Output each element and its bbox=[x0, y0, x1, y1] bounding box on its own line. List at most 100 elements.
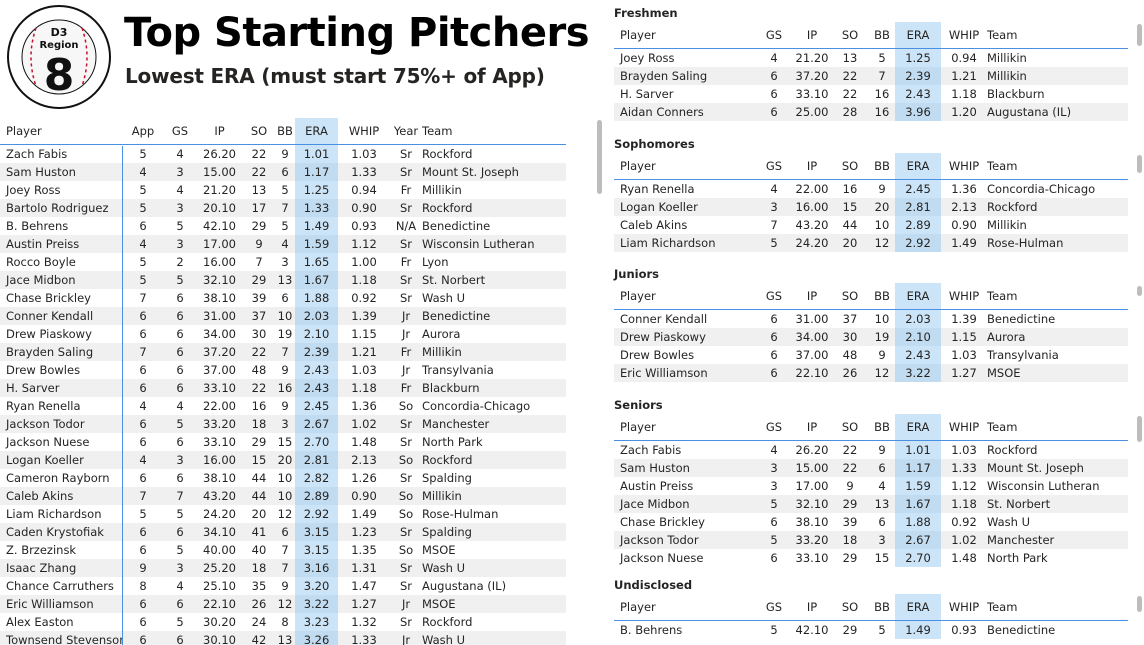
table-row[interactable]: Jackson Nuese 6 33.10 29 15 2.70 1.48 North Par… bbox=[614, 548, 1128, 567]
table-row[interactable]: H. Sarver 6 33.10 22 16 2.43 1.18 Blackburn bbox=[614, 84, 1128, 103]
table-row[interactable]: Chase Brickley 6 38.10 39 6 1.88 0.92 Wash U bbox=[614, 512, 1128, 531]
panel-table[interactable]: Player GS IP SO BB ERA WHIP Team Ryan Renella 4 22… bbox=[614, 153, 1128, 252]
column-header-so[interactable]: SO bbox=[841, 158, 859, 173]
column-header-bb[interactable]: BB bbox=[874, 27, 890, 42]
table-row[interactable]: Caleb Akins 7 43.20 44 10 2.89 0.90 Millikin bbox=[614, 215, 1128, 234]
table-row[interactable]: Logan Koeller 4 3 16.00 15 20 2.81 2.13 So Rockfo… bbox=[0, 450, 566, 469]
column-header-bb[interactable]: BB bbox=[874, 599, 890, 614]
table-row[interactable]: Sam Huston 3 15.00 22 6 1.17 1.33 Mount St. Jos… bbox=[614, 458, 1128, 477]
table-row[interactable]: Austin Preiss 4 3 17.00 9 4 1.59 1.12 Sr Wisconsi… bbox=[0, 234, 566, 253]
column-header-era[interactable]: ERA bbox=[895, 283, 941, 309]
table-row[interactable]: Chance Carruthers 8 4 25.10 35 9 3.20 1.47 Sr Aug… bbox=[0, 576, 566, 595]
table-row[interactable]: Eric Williamson 6 22.10 26 12 3.22 1.27 MSOE bbox=[614, 363, 1128, 382]
table-row[interactable]: Austin Preiss 3 17.00 9 4 1.59 1.12 Wisconsin L… bbox=[614, 476, 1128, 495]
column-header-whip[interactable]: WHIP bbox=[948, 599, 980, 614]
table-row[interactable]: Conner Kendall 6 31.00 37 10 2.03 1.39 Benedict… bbox=[614, 309, 1128, 328]
table-row[interactable]: Drew Bowles 6 6 37.00 48 9 2.43 1.03 Jr Transylva… bbox=[0, 360, 566, 379]
table-row[interactable]: Ryan Renella 4 4 22.00 16 9 2.45 1.36 So Concordi… bbox=[0, 396, 566, 415]
column-header-era[interactable]: ERA bbox=[895, 414, 941, 440]
table-row[interactable]: Caden Krystofiak 6 6 34.10 41 6 3.15 1.23 Sr Spal… bbox=[0, 522, 566, 541]
column-header-player[interactable]: Player bbox=[620, 158, 656, 173]
main-pitchers-table[interactable]: Player App GS IP SO BB ERA WHIP Year Team Zach Fa… bbox=[0, 118, 600, 645]
column-header-era[interactable]: ERA bbox=[895, 153, 941, 179]
table-row[interactable]: Chase Brickley 7 6 38.10 39 6 1.88 0.92 Sr Wash U bbox=[0, 288, 566, 307]
column-header-bb[interactable]: BB bbox=[277, 123, 293, 138]
table-row[interactable]: Logan Koeller 3 16.00 15 20 2.81 2.13 Rockford bbox=[614, 197, 1128, 216]
table-row[interactable]: Jace Midbon 5 5 32.10 29 13 1.67 1.18 Sr St. Norb… bbox=[0, 270, 566, 289]
column-header-player[interactable]: Player bbox=[620, 599, 656, 614]
panel-table[interactable]: Player GS IP SO BB ERA WHIP Team B. Behrens 5 42.1… bbox=[614, 594, 1128, 639]
table-row[interactable]: Jace Midbon 5 32.10 29 13 1.67 1.18 St. Norbert bbox=[614, 494, 1128, 513]
panel-scrollbar[interactable] bbox=[1137, 155, 1142, 173]
column-header-gs[interactable]: GS bbox=[765, 599, 783, 614]
panel-table[interactable]: Player GS IP SO BB ERA WHIP Team Zach Fabis 4 26.2… bbox=[614, 414, 1128, 567]
column-header-player[interactable]: Player bbox=[620, 27, 656, 42]
table-row[interactable]: Liam Richardson 5 5 24.20 20 12 2.92 1.49 So Rose… bbox=[0, 504, 566, 523]
column-header-year[interactable]: Year bbox=[393, 123, 419, 138]
column-header-ip[interactable]: IP bbox=[806, 27, 818, 42]
table-row[interactable]: Townsend Stevenson 6 6 30.10 42 13 3.26 1.33 Jr W… bbox=[0, 630, 566, 645]
table-row[interactable]: Liam Richardson 5 24.20 20 12 2.92 1.49 Rose-Hu… bbox=[614, 233, 1128, 252]
column-header-ip[interactable]: IP bbox=[806, 158, 818, 173]
table-row[interactable]: Bartolo Rodriguez 5 3 20.10 17 7 1.33 0.90 Sr Roc… bbox=[0, 198, 566, 217]
table-row[interactable]: Drew Piaskowy 6 6 34.00 30 19 2.10 1.15 Jr Aurora bbox=[0, 324, 566, 343]
table-row[interactable]: Cameron Rayborn 6 6 38.10 44 10 2.82 1.26 Sr Spal… bbox=[0, 468, 566, 487]
column-header-era[interactable]: ERA bbox=[295, 118, 338, 144]
column-header-bb[interactable]: BB bbox=[874, 158, 890, 173]
table-row[interactable]: Caleb Akins 7 7 43.20 44 10 2.89 0.90 So Millikin bbox=[0, 486, 566, 505]
table-row[interactable]: B. Behrens 6 5 42.10 29 5 1.49 0.93 N/A Benedicti… bbox=[0, 216, 566, 235]
panel-scrollbar[interactable] bbox=[1137, 416, 1142, 442]
column-header-whip[interactable]: WHIP bbox=[948, 158, 980, 173]
column-header-team[interactable]: Team bbox=[987, 599, 1018, 614]
column-header-gs[interactable]: GS bbox=[765, 158, 783, 173]
table-row[interactable]: Eric Williamson 6 6 22.10 26 12 3.22 1.27 Jr MSOE bbox=[0, 594, 566, 613]
table-row[interactable]: Drew Bowles 6 37.00 48 9 2.43 1.03 Transylvania bbox=[614, 345, 1128, 364]
panel-table[interactable]: Player GS IP SO BB ERA WHIP Team Joey Ross 4 21.20… bbox=[614, 22, 1128, 121]
table-row[interactable]: Jackson Todor 5 33.20 18 3 2.67 1.02 Manchester bbox=[614, 530, 1128, 549]
table-row[interactable]: Aidan Conners 6 25.00 28 16 3.96 1.20 Augustana… bbox=[614, 102, 1128, 121]
panel-scrollbar[interactable] bbox=[1137, 596, 1142, 612]
column-header-bb[interactable]: BB bbox=[874, 419, 890, 434]
column-header-whip[interactable]: WHIP bbox=[948, 27, 980, 42]
table-row[interactable]: Isaac Zhang 9 3 25.20 18 7 3.16 1.31 Sr Wash U bbox=[0, 558, 566, 577]
table-row[interactable]: B. Behrens 5 42.10 29 5 1.49 0.93 Benedictine bbox=[614, 620, 1128, 639]
table-row[interactable]: Rocco Boyle 5 2 16.00 7 3 1.65 1.00 Fr Lyon bbox=[0, 252, 566, 271]
table-row[interactable]: Zach Fabis 4 26.20 22 9 1.01 1.03 Rockford bbox=[614, 440, 1128, 459]
panel-table[interactable]: Player GS IP SO BB ERA WHIP Team Conner Kendall 6… bbox=[614, 283, 1128, 382]
table-row[interactable]: Joey Ross 4 21.20 13 5 1.25 0.94 Millikin bbox=[614, 48, 1128, 67]
table-row[interactable]: Sam Huston 4 3 15.00 22 6 1.17 1.33 Sr Mount St. … bbox=[0, 162, 566, 181]
table-row[interactable]: Alex Easton 6 5 30.20 24 8 3.23 1.32 Sr Rockford bbox=[0, 612, 566, 631]
column-header-so[interactable]: SO bbox=[250, 123, 268, 138]
column-header-gs[interactable]: GS bbox=[171, 123, 189, 138]
column-header-so[interactable]: SO bbox=[841, 599, 859, 614]
column-header-ip[interactable]: IP bbox=[806, 599, 818, 614]
table-row[interactable]: Z. Brzezinsk 6 5 40.00 40 7 3.15 1.35 So MSOE bbox=[0, 540, 566, 559]
column-header-player[interactable]: Player bbox=[6, 123, 42, 138]
main-table-scrollbar[interactable] bbox=[597, 120, 602, 194]
column-header-team[interactable]: Team bbox=[987, 27, 1018, 42]
table-row[interactable]: Conner Kendall 6 6 31.00 37 10 2.03 1.39 Jr Bened… bbox=[0, 306, 566, 325]
table-row[interactable]: Zach Fabis 5 4 26.20 22 9 1.01 1.03 Sr Rockford bbox=[0, 144, 566, 163]
column-header-team[interactable]: Team bbox=[987, 419, 1018, 434]
table-row[interactable]: Drew Piaskowy 6 34.00 30 19 2.10 1.15 Aurora bbox=[614, 327, 1128, 346]
column-header-player[interactable]: Player bbox=[620, 288, 656, 303]
column-header-bb[interactable]: BB bbox=[874, 288, 890, 303]
table-row[interactable]: Joey Ross 5 4 21.20 13 5 1.25 0.94 Fr Millikin bbox=[0, 180, 566, 199]
column-header-whip[interactable]: WHIP bbox=[348, 123, 380, 138]
column-header-whip[interactable]: WHIP bbox=[948, 288, 980, 303]
table-row[interactable]: Brayden Saling 7 6 37.20 22 7 2.39 1.21 Fr Millik… bbox=[0, 342, 566, 361]
column-header-gs[interactable]: GS bbox=[765, 419, 783, 434]
table-row[interactable]: Brayden Saling 6 37.20 22 7 2.39 1.21 Millikin bbox=[614, 66, 1128, 85]
column-header-so[interactable]: SO bbox=[841, 27, 859, 42]
column-header-ip[interactable]: IP bbox=[214, 123, 225, 138]
panel-scrollbar[interactable] bbox=[1137, 286, 1142, 296]
column-header-era[interactable]: ERA bbox=[895, 22, 941, 48]
column-header-team[interactable]: Team bbox=[422, 123, 453, 138]
column-header-ip[interactable]: IP bbox=[806, 288, 818, 303]
column-header-gs[interactable]: GS bbox=[765, 288, 783, 303]
column-header-team[interactable]: Team bbox=[987, 158, 1018, 173]
column-header-era[interactable]: ERA bbox=[895, 594, 941, 620]
column-header-whip[interactable]: WHIP bbox=[948, 419, 980, 434]
column-header-so[interactable]: SO bbox=[841, 288, 859, 303]
table-row[interactable]: Jackson Todor 6 5 33.20 18 3 2.67 1.02 Sr Manches… bbox=[0, 414, 566, 433]
